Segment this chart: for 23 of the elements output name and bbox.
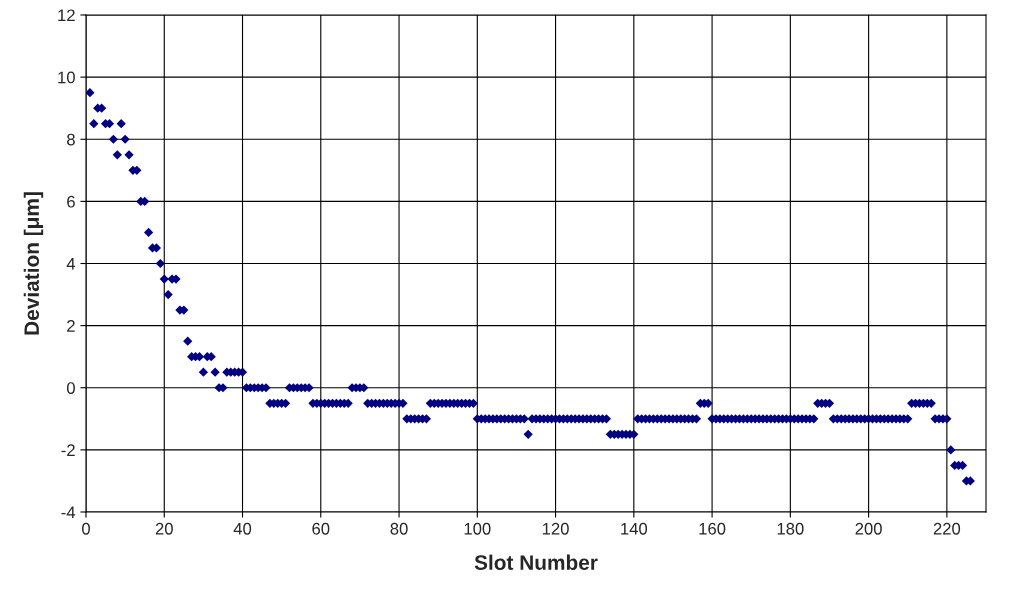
x-tick-label: 80 bbox=[390, 522, 408, 535]
x-tick-label: 140 bbox=[621, 522, 648, 535]
x-tick-label: 200 bbox=[855, 522, 882, 535]
x-tick-label: 100 bbox=[464, 522, 491, 535]
y-tick-label: 12 bbox=[58, 9, 75, 22]
y-tick-label: -2 bbox=[61, 444, 75, 456]
x-axis-title: Slot Number bbox=[474, 554, 598, 570]
y-tick-label: 6 bbox=[67, 195, 75, 208]
y-tick-label: -4 bbox=[61, 506, 76, 519]
y-tick-label: 8 bbox=[67, 133, 75, 146]
x-tick-label: 0 bbox=[82, 522, 90, 535]
x-tick-label: 120 bbox=[542, 522, 569, 535]
x-tick-label: 160 bbox=[699, 522, 726, 535]
y-tick-label: 0 bbox=[66, 382, 75, 394]
x-tick-label: 40 bbox=[233, 522, 252, 535]
x-tick-label: 220 bbox=[933, 522, 961, 535]
x-tick-label: 180 bbox=[777, 522, 804, 535]
y-tick-label: 4 bbox=[66, 258, 76, 270]
y-tick-label: 2 bbox=[67, 320, 75, 332]
y-tick-label: 10 bbox=[58, 71, 75, 84]
x-tick-label: 60 bbox=[312, 522, 330, 535]
x-tick-label: 20 bbox=[155, 522, 173, 535]
y-axis-title: Deviation [μm] bbox=[23, 192, 44, 335]
